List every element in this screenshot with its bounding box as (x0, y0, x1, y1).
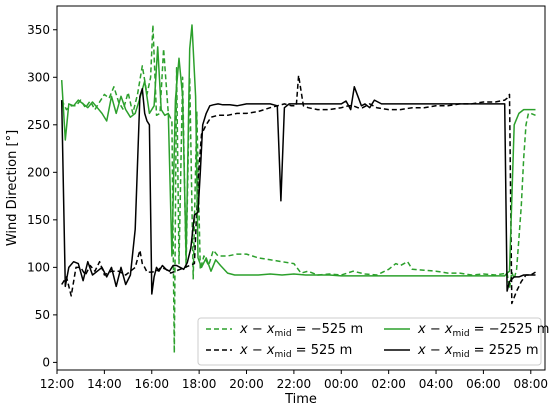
series-minus-525m-line (61, 24, 536, 354)
y-axis-ticks: 0 50 100 150 200 250 300 350 (27, 23, 57, 369)
legend-entry-label: x − xmid = −525 m (239, 322, 363, 339)
legend: x − xmid = −525 mx − xmid = 525 mx − xmi… (197, 317, 549, 366)
x-tick-label: 16:00 (134, 377, 169, 391)
y-axis-label: Wind Direction [°] (5, 130, 20, 246)
legend-entry-label: x − xmid = 525 m (239, 343, 352, 360)
legend-name-subscript: mid (275, 329, 292, 339)
series-2525m-line (60, 86, 536, 295)
series-layer (60, 24, 536, 354)
y-tick-label: 150 (27, 213, 50, 227)
x-tick-label: 06:00 (466, 377, 501, 391)
x-tick-label: 14:00 (87, 377, 122, 391)
y-tick-label: 250 (27, 118, 50, 132)
legend-box (197, 317, 542, 366)
legend-name-subscript: mid (275, 350, 292, 360)
x-tick-label: 02:00 (371, 377, 406, 391)
y-tick-label: 350 (27, 23, 50, 37)
plot-frame (56, 5, 546, 371)
y-tick-label: 50 (35, 308, 50, 322)
axis-layer: 12:00 14:00 16:00 18:00 20:00 22:00 00:00 02:00… (5, 5, 548, 407)
legend-entry-label: x − xmid = −2525 m (417, 322, 549, 339)
legend-name-suffix: = 525 m (292, 343, 353, 358)
legend-name-suffix: = 2525 m (470, 343, 539, 358)
x-axis-ticks: 12:00 14:00 16:00 18:00 20:00 22:00 00:00 02:00… (40, 370, 548, 391)
y-tick-label: 0 (42, 355, 50, 369)
x-tick-label: 00:00 (324, 377, 359, 391)
legend-name-prefix: x − x (417, 322, 453, 337)
legend-name-suffix: = −525 m (292, 322, 364, 337)
y-tick-label: 200 (27, 165, 50, 179)
legend-name-subscript: mid (453, 329, 470, 339)
legend-entry-label: x − xmid = 2525 m (417, 343, 539, 360)
legend-name-suffix: = −2525 m (470, 322, 550, 337)
x-tick-label: 18:00 (182, 377, 217, 391)
x-tick-label: 12:00 (40, 377, 75, 391)
legend-name-prefix: x − x (417, 343, 453, 358)
y-tick-label: 100 (27, 260, 50, 274)
legend-name-prefix: x − x (239, 322, 275, 337)
series-minus-2525m-line (60, 24, 536, 277)
legend-name-subscript: mid (453, 350, 470, 360)
x-axis-label: Time (284, 392, 317, 407)
legend-name-prefix: x − x (239, 343, 275, 358)
x-tick-label: 08:00 (513, 377, 548, 391)
y-tick-label: 300 (27, 70, 50, 84)
x-tick-label: 20:00 (229, 377, 264, 391)
x-tick-label: 22:00 (277, 377, 312, 391)
x-tick-label: 04:00 (419, 377, 454, 391)
